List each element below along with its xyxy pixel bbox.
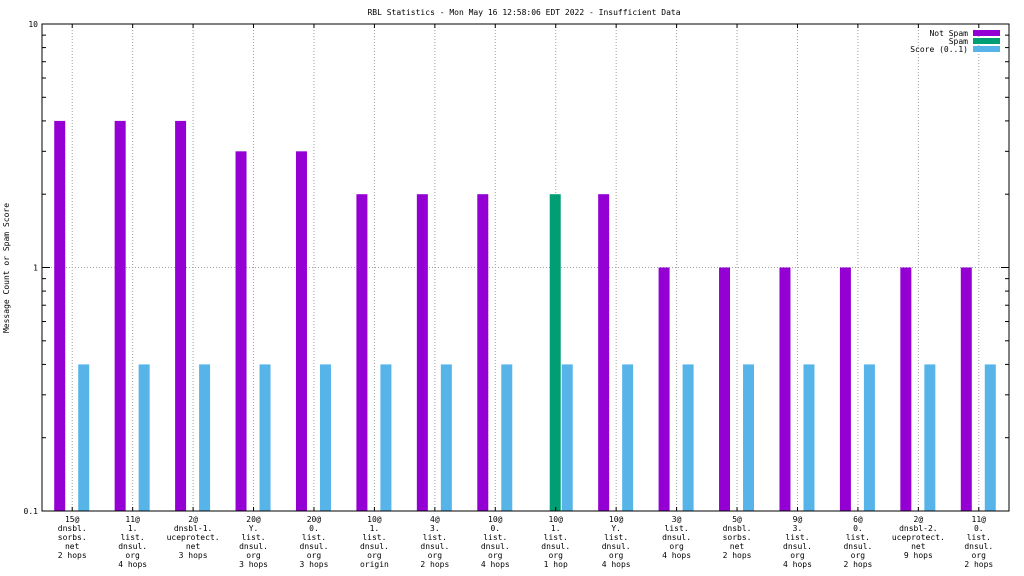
- bar-score-0-1: [682, 364, 694, 511]
- bar-not-spam: [719, 267, 731, 511]
- y-axis-label: Message Count or Spam Score: [2, 203, 11, 333]
- bar-not-spam: [598, 194, 610, 511]
- x-tick-label: 2@ dnsbl-2. uceprotect. net 9 hops: [892, 515, 945, 560]
- x-tick-label: 10@ 1. list. dnsul. org origin: [360, 515, 389, 569]
- y-tick-label: 1: [33, 264, 38, 273]
- bar-not-spam: [295, 151, 307, 511]
- x-tick-label: 6@ 0. list. dnsul. org 2 hops: [843, 515, 872, 569]
- bar-not-spam: [779, 267, 791, 511]
- bar-score-0-1: [622, 364, 634, 511]
- legend-label: Not Spam: [929, 29, 968, 38]
- legend-label: Score (0..1): [910, 45, 968, 54]
- bar-score-0-1: [440, 364, 452, 511]
- bar-spam: [549, 194, 561, 511]
- chart-title: RBL Statistics - Mon May 16 12:58:06 EDT…: [367, 8, 680, 17]
- bar-not-spam: [235, 151, 247, 511]
- y-tick-label: 10: [28, 20, 38, 29]
- bar-score-0-1: [380, 364, 392, 511]
- legend-swatch: [973, 46, 1000, 52]
- x-tick-label: 15@ dnsbl. sorbs. net 2 hops: [58, 515, 87, 560]
- bar-not-spam: [416, 194, 428, 511]
- bars: [54, 120, 996, 512]
- bar-score-0-1: [501, 364, 513, 511]
- x-tick-label: 11@ 0. list. dnsul. org 2 hops: [964, 515, 993, 569]
- bar-score-0-1: [199, 364, 211, 511]
- bar-score-0-1: [803, 364, 815, 511]
- bar-not-spam: [839, 267, 851, 511]
- bar-score-0-1: [78, 364, 90, 511]
- x-tick-label: 5@ dnsbl. sorbs. net 2 hops: [723, 515, 752, 560]
- x-tick-label: 10@ 1. list. dnsul. org 1 hop: [541, 515, 570, 569]
- bar-score-0-1: [743, 364, 755, 511]
- x-tick-label: 4@ 3. list. dnsul. org 2 hops: [420, 515, 449, 569]
- bar-not-spam: [900, 267, 912, 511]
- bar-not-spam: [175, 120, 187, 512]
- legend-swatch: [973, 38, 1000, 44]
- bar-not-spam: [658, 267, 670, 511]
- x-tick-label: 2@ dnsbl-1. uceprotect. net 3 hops: [167, 515, 220, 560]
- x-tick-label: 9@ 3. list. dnsul. org 4 hops: [783, 515, 812, 569]
- axis-ticks: 0.1 1 10: [24, 20, 1009, 516]
- bar-not-spam: [960, 267, 972, 511]
- bar-score-0-1: [984, 364, 996, 511]
- bar-score-0-1: [319, 364, 331, 511]
- x-tick-label: 10@ 0. list. dnsul. org 4 hops: [481, 515, 510, 569]
- bar-score-0-1: [138, 364, 150, 511]
- x-tick-label: 11@ 1. list. dnsul. org 4 hops: [118, 515, 147, 569]
- x-tick-label: 3@ list. dnsul. org 4 hops: [662, 515, 691, 560]
- bar-not-spam: [477, 194, 489, 511]
- bar-not-spam: [54, 120, 66, 512]
- legend-swatch: [973, 30, 1000, 36]
- bar-score-0-1: [561, 364, 573, 511]
- x-tick-label: 20@ Y. list. dnsul. org 3 hops: [239, 515, 268, 569]
- bar-not-spam: [114, 120, 126, 512]
- bar-not-spam: [356, 194, 368, 511]
- bar-score-0-1: [924, 364, 936, 511]
- legend-label: Spam: [949, 37, 968, 46]
- bar-score-0-1: [259, 364, 271, 511]
- x-tick-labels: 15@ dnsbl. sorbs. net 2 hops 11@ 1. list. dnsul.…: [58, 515, 994, 569]
- x-tick-label: 10@ Y. list. dnsul. org 4 hops: [602, 515, 631, 569]
- y-tick-label: 0.1: [24, 507, 39, 516]
- bar-score-0-1: [863, 364, 875, 511]
- x-tick-label: 20@ 0. list. dnsul. org 3 hops: [300, 515, 329, 569]
